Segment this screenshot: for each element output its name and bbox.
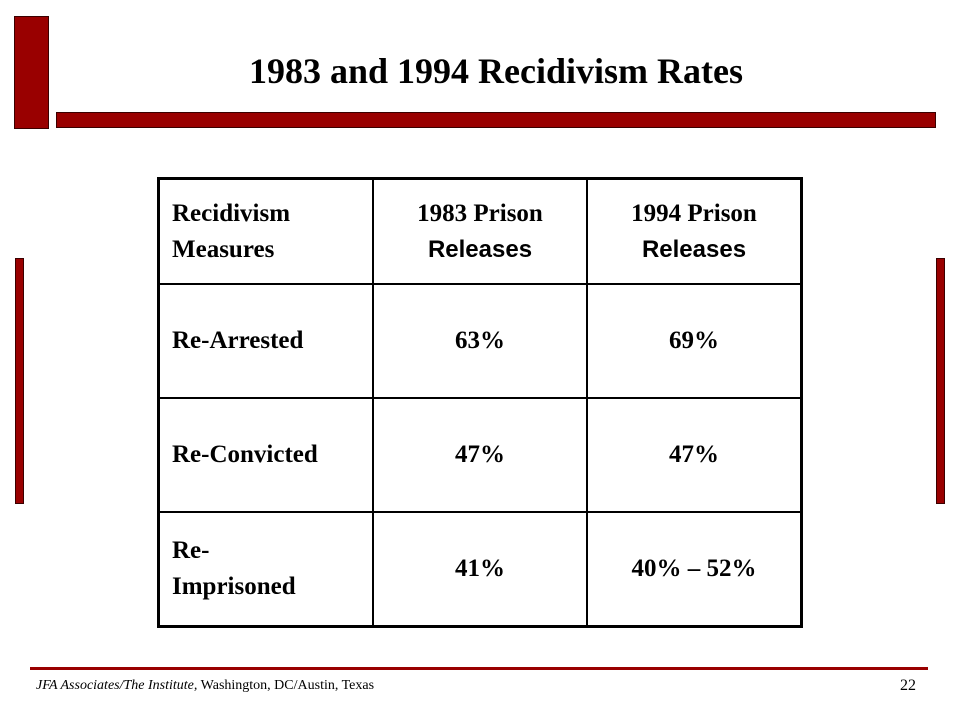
header-1994-line1: 1994 Prison (631, 199, 757, 227)
left-side-bar (15, 258, 24, 504)
table-row: Re-Convicted 47% 47% (157, 397, 803, 513)
value-1994-cell: 69% (586, 283, 803, 399)
title-underline-bar (56, 112, 936, 128)
value-1994-cell: 40% – 52% (586, 511, 803, 628)
footer-locations: Washington, DC/Austin, Texas (197, 678, 375, 693)
footer-credit: JFA Associates/The Institute, Washington… (36, 677, 374, 695)
right-side-bar (936, 258, 945, 504)
header-measures: Recidivism Measures (157, 177, 374, 285)
measure-cell: Re- Imprisoned (157, 511, 374, 628)
table-header-row: Recidivism Measures 1983 Prison Releases… (157, 177, 803, 285)
header-measures-line1: Recidivism (172, 199, 291, 227)
slide-title: 1983 and 1994 Recidivism Rates (249, 51, 743, 91)
footer-rule (30, 667, 928, 670)
table-row: Re-Arrested 63% 69% (157, 283, 803, 399)
value-1983-cell: 41% (372, 511, 588, 628)
header-1983: 1983 Prison Releases (372, 177, 588, 285)
title-accent-bar (14, 16, 49, 129)
recidivism-table: Recidivism Measures 1983 Prison Releases… (157, 177, 803, 628)
header-1994-line2: Releases (641, 235, 747, 263)
measure-line1: Re- (172, 537, 210, 564)
header-1983-line2: Releases (427, 235, 533, 263)
value-1983-cell: 63% (372, 283, 588, 399)
header-measures-line2: Measures (172, 235, 275, 263)
value-1983-cell: 47% (372, 397, 588, 513)
measure-line2: Imprisoned (172, 573, 296, 600)
header-1994: 1994 Prison Releases (586, 177, 803, 285)
header-1983-line1: 1983 Prison (417, 199, 543, 227)
page-number: 22 (900, 677, 916, 694)
table-row: Re- Imprisoned 41% 40% – 52% (157, 511, 803, 628)
footer-org: JFA Associates/The Institute, (36, 678, 198, 693)
measure-cell: Re-Convicted (157, 397, 374, 513)
measure-cell: Re-Arrested (157, 283, 374, 399)
value-1994-cell: 47% (586, 397, 803, 513)
